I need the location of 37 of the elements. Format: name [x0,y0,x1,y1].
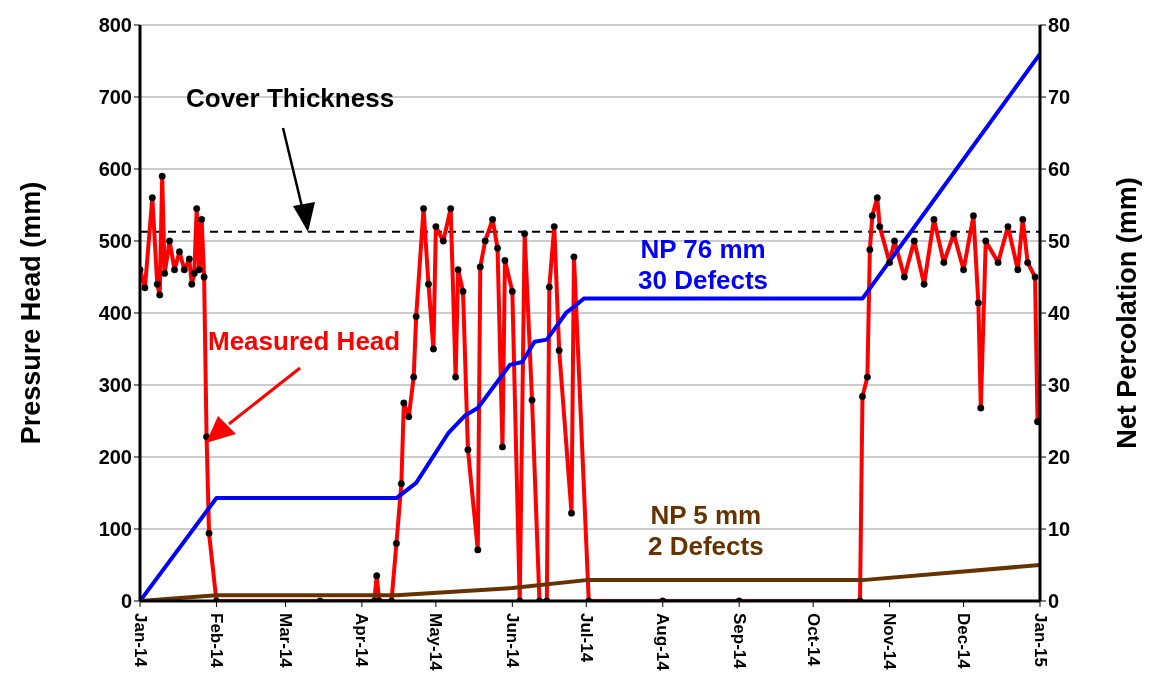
y2-tick-label: 60 [1048,158,1071,181]
y-tick-label: 300 [98,374,132,397]
y-tick-label: 100 [98,518,132,541]
y2-tick-label: 0 [1048,590,1060,613]
x-tick-label: Oct-14 [803,613,823,667]
y-axis-title: Pressure Head (mm) [15,181,46,445]
x-tick-label: May-14 [426,613,446,672]
y-tick-label: 500 [98,230,132,253]
series-label: Measured Head [208,326,401,357]
x-tick-label: Jan-15 [1030,613,1050,667]
y2-tick-label: 10 [1048,518,1071,541]
y-tick-label: 800 [98,14,132,37]
y-tick-label: 700 [98,86,132,109]
y2-axis-title: Net Percolation (mm) [1111,177,1142,449]
y-tick-label: 400 [98,302,132,325]
y2-tick-label: 80 [1048,14,1071,37]
x-tick-label: Mar-14 [275,613,295,669]
y2-tick-label: 70 [1048,86,1071,109]
x-tick-label: Aug-14 [653,613,673,672]
y2-tick-label: 20 [1048,446,1071,469]
x-tick-label: Jun-14 [502,613,522,669]
x-tick-label: Dec-14 [954,613,974,670]
y-tick-label: 600 [98,158,132,181]
y-tick-label: 0 [120,590,132,613]
x-tick-label: Feb-14 [206,613,226,669]
y2-tick-label: 30 [1048,374,1071,397]
x-tick-label: Apr-14 [352,613,372,668]
annotation: Cover Thickness [186,83,395,114]
y2-tick-label: 40 [1048,302,1071,325]
series-label: NP 76 mm 30 Defects [638,234,769,296]
x-tick-label: Jan-14 [130,613,150,668]
y-tick-label: 200 [98,446,132,469]
x-tick-label: Nov-14 [880,613,900,671]
y2-tick-label: 50 [1048,230,1071,253]
series-label: NP 5 mm 2 Defects [648,500,764,562]
x-tick-label: Jul-14 [576,613,596,663]
x-tick-label: Sep-14 [729,613,749,670]
